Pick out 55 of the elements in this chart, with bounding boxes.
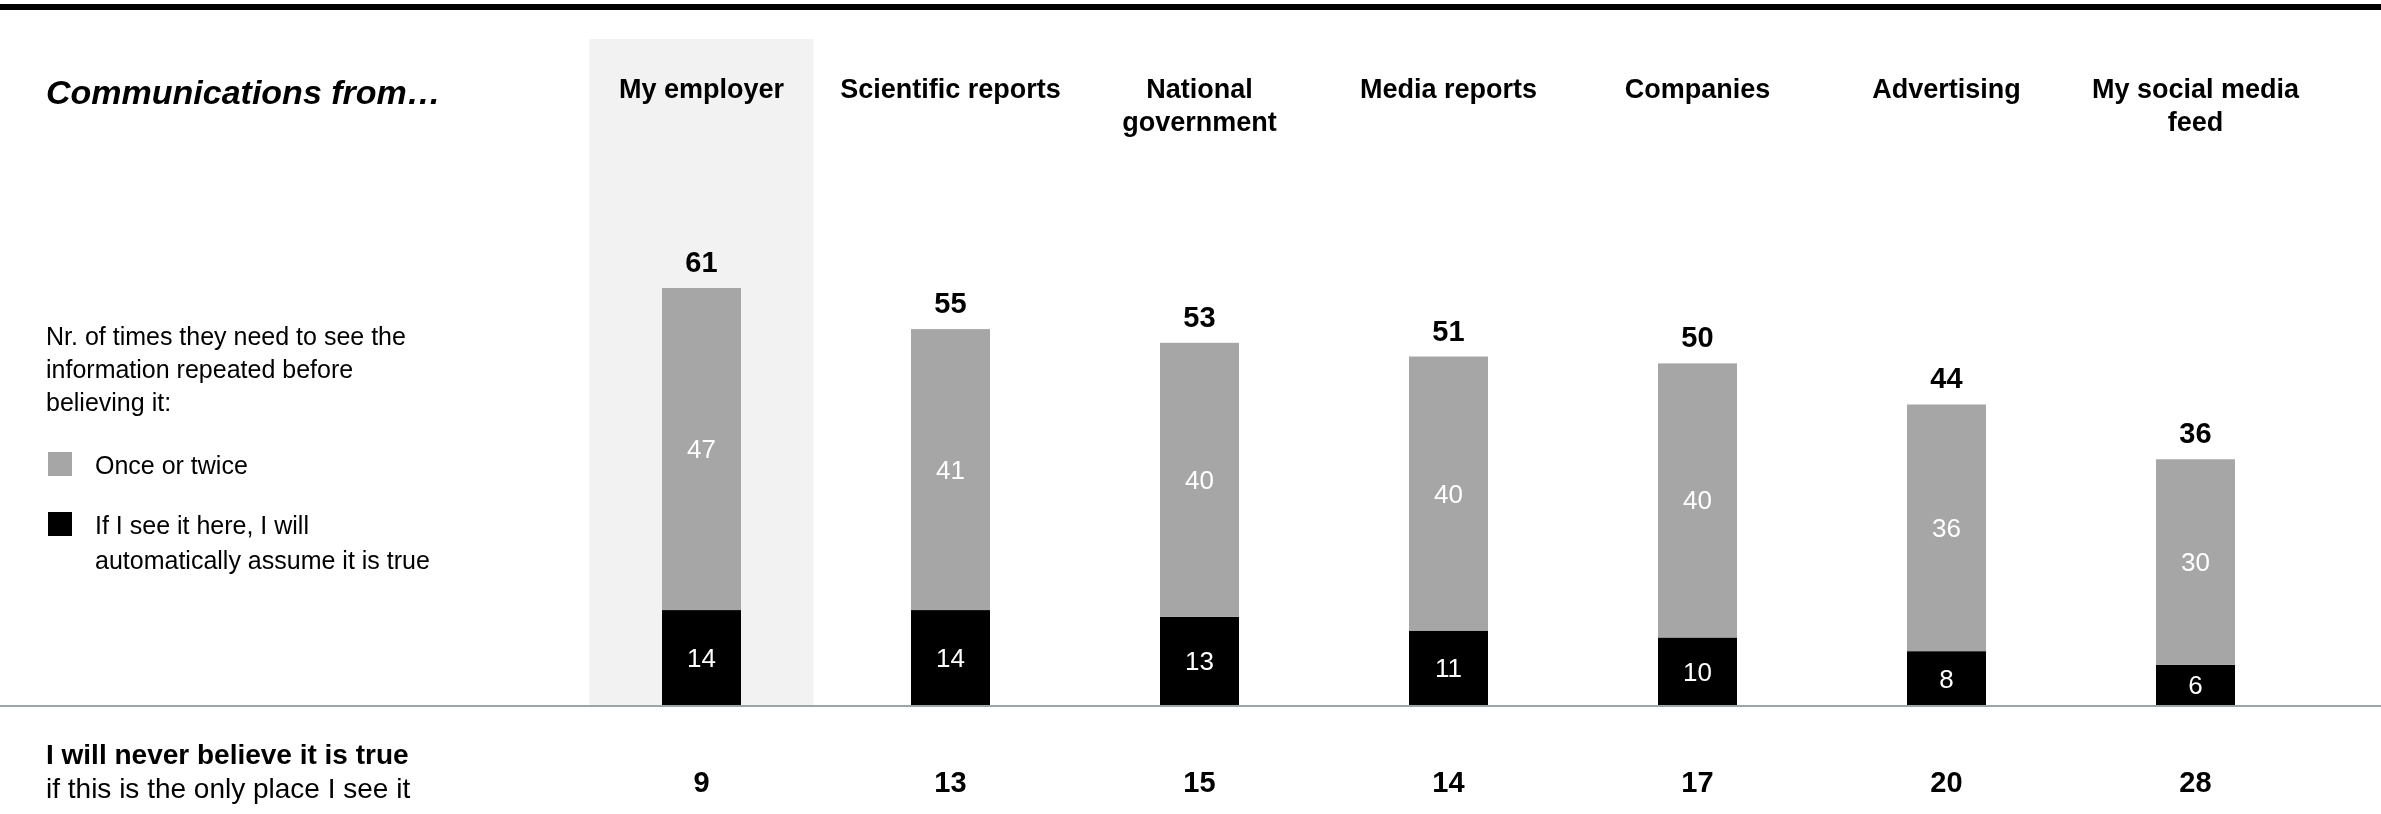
- bar: [2156, 664, 2235, 706]
- data-label: 8: [1939, 663, 1954, 694]
- data-label: 40: [1434, 478, 1463, 509]
- total-label: 53: [1183, 300, 1216, 333]
- x-tick-label: National government: [1122, 74, 1277, 137]
- data-label: 14: [687, 643, 716, 674]
- bar: [1160, 342, 1239, 617]
- text: Communications from…: [46, 73, 441, 111]
- text: if this is the only place I see it: [46, 773, 411, 804]
- bar: [662, 288, 741, 611]
- bar: [1907, 651, 1986, 706]
- total-label: 50: [1681, 321, 1714, 354]
- data-label: 36: [1932, 512, 1961, 543]
- data-label: 11: [1435, 653, 1462, 684]
- text: 14: [1432, 766, 1465, 798]
- x-tick-label: My social media feed: [2091, 74, 2301, 137]
- total-label: 44: [1930, 362, 1963, 395]
- x-tick-label: Advertising: [1872, 74, 2021, 104]
- bar: [911, 610, 990, 706]
- total-label: 51: [1432, 314, 1465, 347]
- data-label: 40: [1185, 464, 1214, 495]
- bar: [1907, 404, 1986, 652]
- data-label: 6: [2188, 670, 2203, 701]
- total-label: 55: [934, 287, 967, 320]
- data-label: 47: [687, 434, 716, 465]
- data-label: 30: [2181, 547, 2210, 578]
- text: 9: [693, 766, 710, 798]
- text: 13: [934, 766, 967, 798]
- text: 20: [1930, 766, 1963, 798]
- total-label: 36: [2179, 417, 2212, 450]
- bar: [1658, 363, 1737, 638]
- bar: [2156, 459, 2235, 665]
- data-label: 10: [1683, 656, 1712, 687]
- legend-label: Once or twice: [95, 451, 248, 479]
- data-label: 41: [936, 454, 965, 485]
- text: I will never believe it is true: [46, 739, 409, 770]
- bar: [662, 610, 741, 706]
- legend-label: If I see it here, I will automatically assume it is true: [95, 511, 430, 574]
- legend-title: Nr. of times they need to see the information repeated before believing it:: [46, 322, 406, 416]
- total-label: 61: [685, 246, 718, 278]
- x-tick-label: My employer: [618, 74, 785, 104]
- x-tick-label: Scientific reports: [840, 74, 1061, 104]
- bar: [911, 329, 990, 611]
- x-tick-label: Media reports: [1359, 74, 1538, 104]
- data-label: 40: [1683, 485, 1712, 516]
- bar: [1160, 616, 1239, 706]
- text: 15: [1183, 766, 1216, 798]
- data-label: 14: [936, 643, 965, 674]
- data-label: 13: [1185, 646, 1214, 677]
- x-tick-label: Companies: [1624, 74, 1771, 104]
- bar: [1409, 630, 1488, 706]
- text: 28: [2179, 766, 2212, 798]
- bar: [1658, 637, 1737, 706]
- bar: [1409, 356, 1488, 631]
- text: 17: [1681, 766, 1714, 798]
